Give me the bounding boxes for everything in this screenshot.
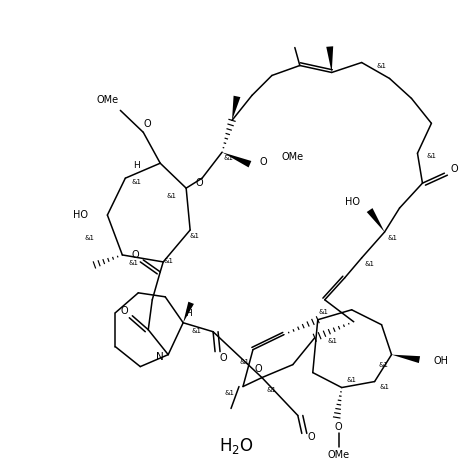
Text: &1: &1 [347, 376, 357, 383]
Text: &1: &1 [191, 328, 201, 334]
Text: &1: &1 [377, 63, 386, 69]
Text: OMe: OMe [96, 95, 118, 105]
Text: &1: &1 [131, 179, 141, 185]
Text: &1: &1 [223, 155, 233, 161]
Text: &1: &1 [328, 337, 338, 344]
Text: &1: &1 [365, 261, 375, 267]
Polygon shape [392, 355, 420, 363]
Text: O: O [219, 352, 227, 363]
Polygon shape [326, 46, 333, 72]
Text: O: O [254, 364, 262, 374]
Text: &1: &1 [163, 258, 173, 264]
Text: O: O [143, 119, 151, 129]
Text: &1: &1 [166, 193, 176, 199]
Text: O: O [195, 178, 203, 188]
Text: &1: &1 [378, 361, 388, 368]
Text: &1: &1 [128, 260, 138, 266]
Text: H$_2$O: H$_2$O [219, 436, 254, 456]
Text: &1: &1 [189, 233, 199, 239]
Text: N: N [157, 352, 164, 361]
Polygon shape [367, 208, 385, 232]
Text: &1: &1 [319, 309, 329, 315]
Text: H: H [185, 309, 192, 318]
Text: &1: &1 [379, 384, 390, 390]
Polygon shape [183, 302, 194, 323]
Text: O: O [451, 164, 458, 174]
Text: O: O [308, 432, 315, 442]
Text: &1: &1 [224, 390, 234, 396]
Text: O: O [131, 250, 139, 260]
Text: &1: &1 [240, 359, 250, 365]
Text: &1: &1 [387, 235, 397, 241]
Polygon shape [222, 152, 251, 167]
Text: O: O [335, 423, 342, 432]
Text: HO: HO [73, 210, 88, 220]
Text: H: H [133, 161, 140, 170]
Text: &1: &1 [267, 386, 277, 392]
Text: O: O [260, 157, 268, 167]
Text: &1: &1 [84, 235, 95, 241]
Text: OMe: OMe [282, 152, 304, 162]
Text: HO: HO [345, 197, 359, 207]
Text: OMe: OMe [328, 450, 350, 460]
Text: &1: &1 [427, 153, 437, 159]
Text: O: O [121, 306, 128, 316]
Polygon shape [232, 96, 240, 120]
Text: OH: OH [433, 356, 448, 366]
